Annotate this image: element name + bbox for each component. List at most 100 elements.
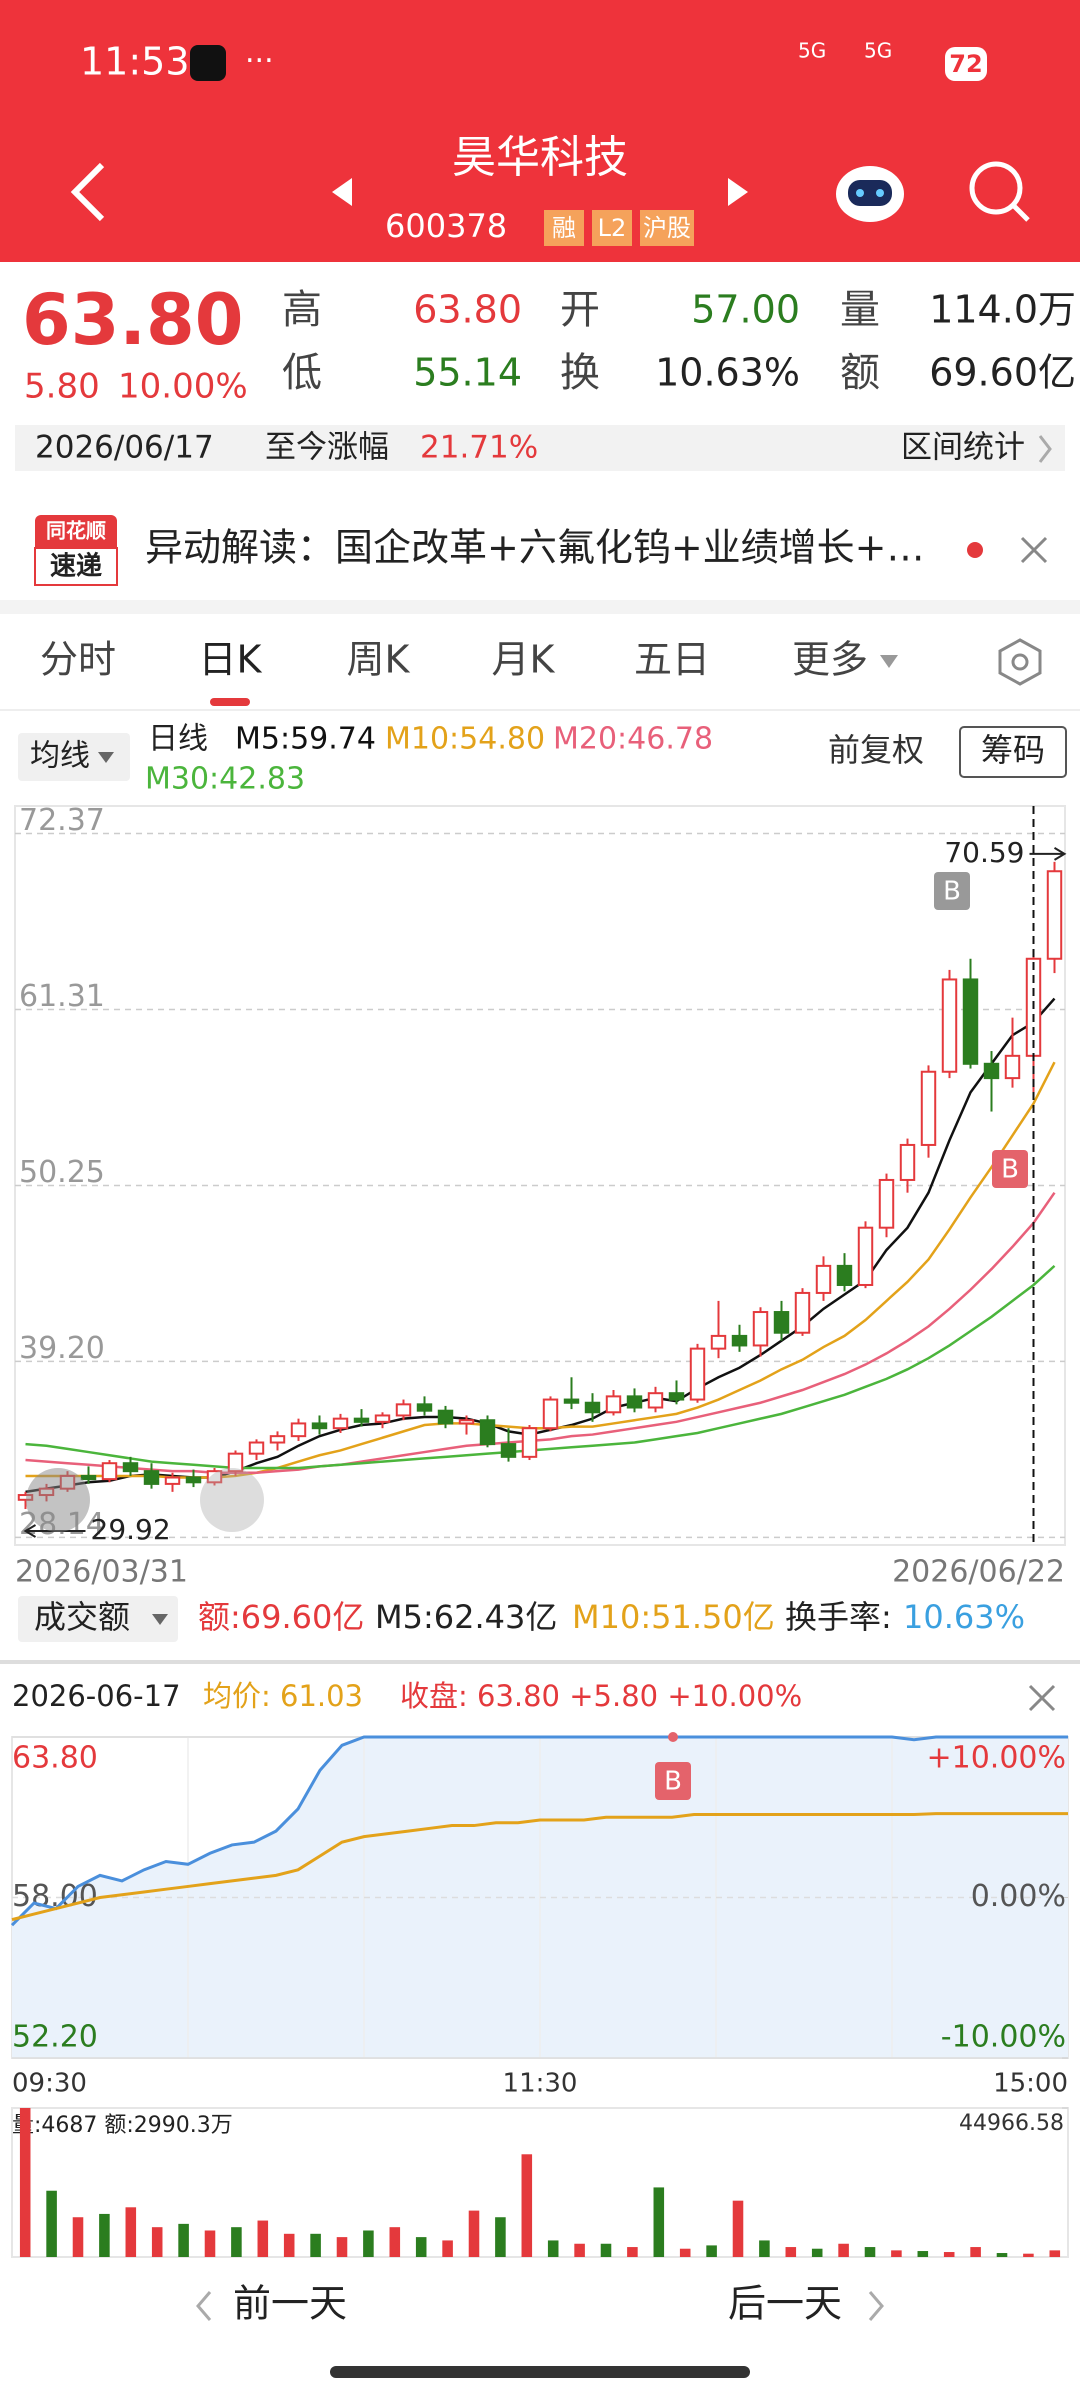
volume-bar <box>891 2250 902 2257</box>
volume-title: 量:4687 额:2990.3万 <box>12 2113 233 2138</box>
stock-code: 600378 <box>385 207 507 245</box>
volume-bar <box>785 2247 797 2257</box>
volume-bar <box>706 2245 717 2257</box>
settings[interactable] <box>998 638 1042 686</box>
tab-active[interactable]: 日K <box>199 638 263 682</box>
tab[interactable]: 分时 <box>40 638 116 682</box>
k-candle-body <box>878 1178 895 1229</box>
k-legend: M5:59.74 <box>235 722 376 757</box>
badge <box>592 210 632 246</box>
chips-button[interactable] <box>959 726 1067 778</box>
volume-bar <box>468 2210 480 2257</box>
tab-indicator <box>210 698 250 706</box>
badge <box>544 210 584 246</box>
k-max-label: 70.59 <box>944 836 1024 869</box>
volume-bar <box>415 2237 427 2257</box>
volume-bar <box>19 2108 31 2257</box>
range-label: 至今涨幅 <box>265 430 389 466</box>
stock-name: 昊华科技 <box>452 132 628 183</box>
k-legend: M20:46.78 <box>553 722 713 757</box>
volume-bar <box>72 2217 84 2257</box>
close-news[interactable] <box>1020 536 1048 564</box>
field-label: 高 <box>282 287 322 333</box>
volume-bar <box>363 2230 374 2257</box>
chevron <box>1038 435 1052 463</box>
volume-bar <box>151 2227 163 2257</box>
field-value: 114.0万 <box>929 288 1076 332</box>
search-button[interactable] <box>969 161 1023 215</box>
header-bg <box>0 0 1080 262</box>
k-candle-body <box>815 1264 832 1294</box>
period: 日线 <box>148 722 208 757</box>
volume-bar <box>257 2220 269 2257</box>
prev-day[interactable]: 前一天 <box>233 2282 347 2326</box>
turnover-menu[interactable] <box>18 1596 178 1642</box>
ma-menu[interactable] <box>18 733 130 781</box>
change-pct: 10.00% <box>118 367 248 407</box>
k-marker-bg <box>934 872 970 910</box>
k-candle-body <box>731 1334 748 1347</box>
clock: 11:53 <box>80 40 190 84</box>
tab[interactable]: 五日 <box>634 638 710 682</box>
range-bar[interactable] <box>15 425 1065 471</box>
signal: 5G <box>864 39 892 63</box>
dropdown <box>98 752 114 763</box>
range-stats[interactable]: 区间统计 <box>901 430 1025 466</box>
volume-bar <box>653 2187 665 2257</box>
k-candle-body <box>164 1476 181 1485</box>
kline-frame <box>14 805 1066 1546</box>
volume-bar <box>178 2223 189 2257</box>
volume-bar <box>811 2248 823 2257</box>
k-ma-line <box>25 997 1056 1494</box>
series-line <box>11 1812 1068 1922</box>
change: 5.80 <box>24 367 100 407</box>
k-candle-body <box>500 1443 517 1458</box>
x-tick-label: 15:00 <box>993 2069 1068 2099</box>
volume-bar <box>970 2247 981 2257</box>
k-candle-body <box>542 1398 559 1430</box>
k-candle-body <box>857 1226 874 1286</box>
volume-bar <box>627 2247 638 2257</box>
news-logo-bottom: 速递 <box>50 551 102 582</box>
next-stock[interactable] <box>728 178 748 206</box>
back-button[interactable] <box>70 162 105 222</box>
volume-bar <box>1049 2250 1061 2257</box>
news-text[interactable]: 异动解读：国企改革+六氟化钨+业绩增长+… <box>145 526 925 570</box>
next-day[interactable]: 后一天 <box>728 2282 842 2326</box>
tab[interactable]: 月K <box>492 638 556 682</box>
volume-bar <box>732 2200 744 2257</box>
close-panel[interactable] <box>1028 1684 1056 1712</box>
badge-text: L2 <box>598 214 627 242</box>
tab[interactable]: 周K <box>347 638 411 682</box>
k-candle-body <box>773 1311 790 1334</box>
y2-tick-label: 0.00% <box>971 1879 1066 1914</box>
k-scroll-button <box>26 1468 90 1532</box>
assistant-eye <box>876 189 884 197</box>
plot-frame <box>11 2107 1069 2258</box>
k-candle-body <box>290 1422 307 1438</box>
volume-bar <box>679 2248 691 2257</box>
volume-bar <box>547 2240 559 2257</box>
volume-bar <box>125 2207 137 2257</box>
tab[interactable]: 更多 <box>792 638 868 682</box>
dropdown <box>152 1614 168 1625</box>
y-tick-label: 63.80 <box>12 1741 98 1776</box>
k-candle-body <box>479 1419 496 1446</box>
k-candle-body <box>626 1395 643 1409</box>
k-candle-body <box>353 1417 370 1423</box>
volume-bar <box>943 2252 955 2257</box>
volume-bar <box>759 2240 770 2257</box>
volume-bar <box>231 2227 242 2257</box>
volume-bar <box>838 2243 849 2257</box>
field-value: 10.63% <box>655 351 800 395</box>
turnover-menu-text: 成交额 <box>34 1598 130 1636</box>
battery <box>945 47 987 81</box>
k-ma-line <box>25 1264 1056 1470</box>
prev-stock[interactable] <box>332 178 352 206</box>
adjust[interactable]: 前复权 <box>828 731 924 769</box>
k-candle-body <box>374 1414 391 1423</box>
k-candle-body <box>899 1143 916 1181</box>
y-tick-label: 52.20 <box>12 2020 98 2055</box>
field-label: 开 <box>560 287 600 333</box>
